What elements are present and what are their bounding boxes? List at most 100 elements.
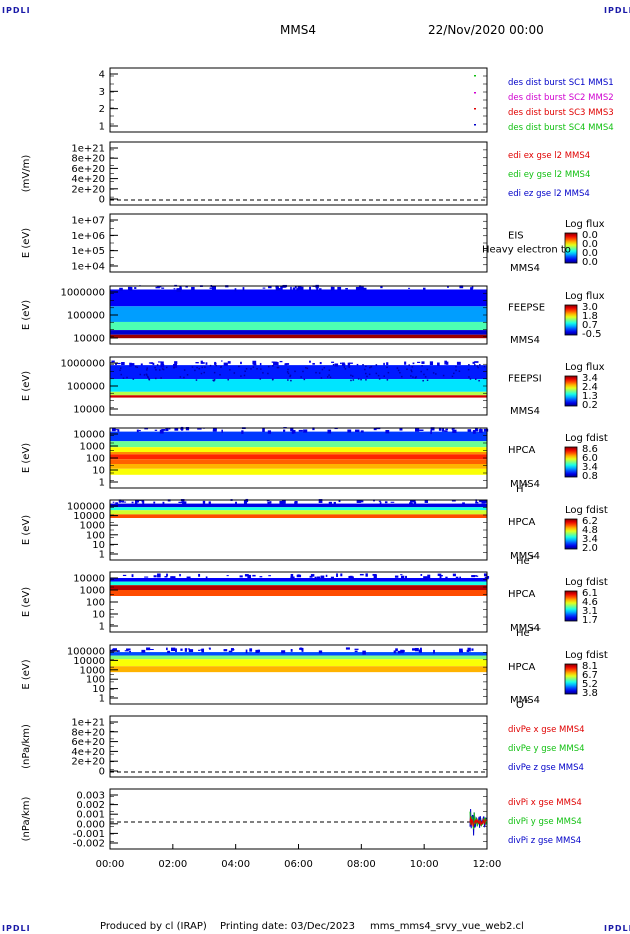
burst-marker — [474, 108, 476, 110]
spectrogram-speck — [315, 284, 319, 289]
colorbar-tick-label: 0.8 — [582, 471, 598, 482]
spectrogram-speck — [287, 368, 289, 371]
colorbar — [564, 518, 578, 550]
spectrogram-speck — [299, 647, 302, 650]
spectrogram-speck — [433, 649, 435, 654]
spectrogram-speck — [269, 501, 272, 504]
spectrogram-band — [110, 447, 487, 452]
spectrogram-speck — [117, 429, 120, 432]
spectrogram-speck — [400, 575, 405, 579]
spectrogram-speck — [300, 376, 302, 378]
spectrogram-speck — [112, 648, 117, 651]
spectrogram-speck — [337, 286, 342, 290]
spectrogram-speck — [129, 287, 133, 292]
spectrogram-speck — [430, 430, 432, 435]
spectrogram-speck — [442, 428, 445, 432]
y-tick-label: 10 — [92, 610, 105, 621]
spectrogram-speck — [330, 286, 333, 291]
spectrogram-speck — [155, 286, 160, 289]
spectrogram-speck — [319, 361, 322, 365]
colorbar-tick-label: 1.3 — [582, 391, 598, 402]
spectrogram-speck — [262, 287, 266, 289]
legend-entry: divPi z gse MMS4 — [508, 836, 581, 846]
spectrogram-speck — [399, 428, 403, 431]
spectrogram-band — [110, 510, 487, 515]
colorbar-title: Log fdist — [565, 650, 608, 661]
spectrogram-speck — [347, 429, 352, 433]
spectrogram-speck — [471, 575, 476, 578]
spectrogram-speck — [183, 369, 186, 371]
spectrogram-band — [110, 321, 487, 331]
x-tick-label: 02:00 — [158, 859, 187, 870]
y-tick-label: 1e+21 — [71, 144, 105, 155]
spectrogram-speck — [223, 362, 228, 366]
spectrogram-speck — [166, 647, 168, 651]
spectrogram-speck — [141, 499, 145, 503]
y-axis-label: (nPa/km) — [21, 724, 32, 769]
spectrogram-speck — [332, 286, 335, 291]
spectrogram-band — [110, 289, 487, 307]
spectrogram-speck — [211, 285, 216, 290]
y-tick-label: 1e+07 — [71, 216, 105, 227]
spectrogram-speck — [383, 362, 385, 366]
y-tick-label: 1000000 — [60, 359, 105, 370]
spectrogram-speck — [459, 576, 461, 580]
y-tick-label: 10000 — [73, 334, 105, 345]
spectrogram-speck — [119, 287, 123, 291]
spectrogram-speck — [365, 379, 367, 381]
spectrogram-speck — [161, 368, 164, 370]
spectrogram-speck — [386, 379, 389, 381]
y-tick-label: 2 — [99, 104, 105, 115]
spectrogram-speck — [195, 379, 198, 381]
colorbar-tick-label: 1.7 — [582, 615, 598, 626]
spacecraft-label: MMS4 — [510, 695, 540, 706]
y-tick-label: 8e+20 — [71, 727, 105, 738]
spectrogram-speck — [115, 363, 117, 366]
spectrogram-speck — [412, 376, 414, 378]
spectrogram-speck — [386, 366, 388, 369]
colorbar — [564, 590, 578, 622]
spectrogram-speck — [277, 366, 280, 369]
spectrogram-speck — [259, 378, 262, 380]
spectrogram-speck — [131, 363, 135, 366]
spectrogram-speck — [468, 376, 470, 378]
spectrogram-speck — [198, 367, 200, 370]
spectrogram-speck — [142, 501, 145, 505]
colorbar-tick-label: 0.0 — [582, 248, 598, 259]
y-tick-label: 1000 — [80, 586, 105, 597]
spectrogram-speck — [296, 288, 299, 291]
spectrogram-speck — [320, 575, 325, 580]
footer-printing-date: Printing date: 03/Dec/2023 — [220, 921, 356, 932]
spectrogram-speck — [120, 373, 123, 376]
spectrogram-speck — [483, 365, 486, 368]
spectrogram-speck — [360, 378, 362, 381]
spectrogram-speck — [203, 371, 205, 374]
spectrogram-speck — [184, 648, 187, 652]
spectrogram-speck — [208, 501, 211, 506]
spectrogram-speck — [453, 372, 455, 375]
y-tick-label: 10000 — [73, 511, 105, 522]
y-tick-label: 1e+06 — [71, 231, 105, 242]
spectrogram-speck — [424, 376, 427, 378]
panel-5 — [109, 356, 578, 416]
corner-label-top-right: IPDLI — [604, 6, 630, 15]
spectrogram-speck — [442, 374, 445, 377]
spectrogram-speck — [178, 501, 183, 503]
spectrogram-speck — [356, 363, 359, 366]
spectrogram-speck — [200, 360, 203, 364]
y-tick-label: 100000 — [67, 382, 105, 393]
y-tick-label: 1 — [99, 122, 105, 133]
spectrogram-speck — [365, 365, 367, 368]
spectrogram-speck — [273, 361, 278, 366]
spectrogram-speck — [445, 576, 448, 580]
spectrogram-speck — [252, 366, 255, 368]
spectrogram-speck — [325, 574, 328, 577]
spectrogram-band — [110, 468, 487, 475]
colorbar-title: Log fdist — [565, 433, 608, 444]
spectrogram-speck — [146, 367, 148, 369]
spectrogram-speck — [474, 364, 476, 366]
species-superscript: + — [530, 553, 536, 561]
spectrogram-speck — [120, 500, 125, 503]
spectrogram-speck — [348, 362, 353, 364]
spectrogram-speck — [411, 648, 415, 651]
